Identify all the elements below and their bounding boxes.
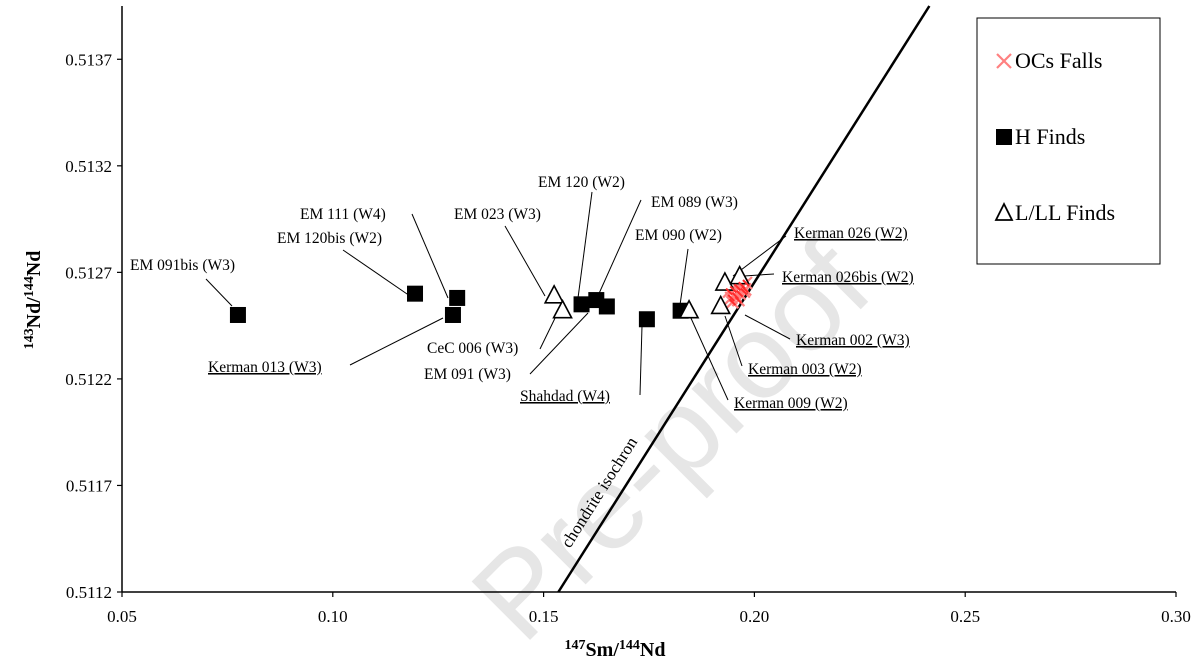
h-finds-point [598,298,615,315]
annotation-leader [342,249,411,297]
annotation-label: EM 091 (W3) [424,366,511,383]
h-finds-point [638,311,655,328]
legend-square-icon [996,129,1012,145]
ll-finds-point [714,271,736,291]
y-tick-label: 0.5127 [65,263,112,282]
h-finds-point [407,285,424,302]
oc-falls-core [727,294,735,302]
oc-falls-core [733,283,742,291]
annotation-leader [744,314,791,340]
oc-falls-core [725,287,733,296]
ll-finds-point [552,299,573,319]
annotation-leader [596,199,642,299]
x-tick-label: 0.25 [950,607,980,626]
ll-finds-point [710,294,732,315]
legend-label: OCs Falls [1015,48,1102,73]
x-tick-label: 0.20 [740,607,770,626]
annotation-label: EM 023 (W3) [454,206,541,223]
annotation-leader [743,273,775,277]
y-tick-label: 0.5122 [65,370,112,389]
annotation-label: Kerman 026 (W2) [794,225,908,242]
annotation-label: EM 120bis (W2) [277,230,382,247]
legend-label: L/LL Finds [1015,200,1115,225]
ll-finds-point [543,284,565,304]
oc-falls-core [729,285,738,294]
annotation-leader [639,325,643,396]
h-finds-point [229,306,246,323]
oc-falls-core [740,287,748,296]
annotation-label: Kerman 009 (W2) [734,395,848,412]
annotation-leader [205,278,233,307]
annotation-label: Kerman 003 (W2) [748,361,862,378]
annotation-leader [689,315,729,401]
oc-falls-core [741,285,749,294]
annotation-leader [411,213,449,299]
annotation-leader [679,248,689,306]
annotation-label: Kerman 002 (W3) [796,332,910,349]
x-tick-label: 0.05 [107,607,137,626]
y-tick-label: 0.5112 [66,583,112,602]
h-finds-point [573,296,590,313]
h-finds-point [449,289,466,306]
x-tick-label: 0.15 [529,607,559,626]
annotation-leader [724,315,743,367]
annotation-leader [529,312,589,375]
legend-x-icon [996,53,1012,69]
y-axis-title: 143Nd/144Nd [22,251,46,350]
annotation-label: EM 120 (W2) [538,174,625,191]
legend-label: H Finds [1015,124,1085,149]
annotation-label: EM 089 (W3) [651,194,738,211]
annotation-leader [577,191,593,299]
oc-falls-core [734,296,743,304]
oc-falls-core [728,298,737,306]
oc-falls-core [735,289,744,298]
annotation-label: EM 090 (W2) [635,227,722,244]
annotation-label: CeC 006 (W3) [427,340,518,357]
y-tick-label: 0.5132 [65,157,112,176]
annotation-leader [349,317,444,366]
ll-finds-point [678,299,700,319]
x-tick-label: 0.10 [318,607,348,626]
oc-falls-core [742,279,750,287]
annotation-label: Kerman 026bis (W2) [782,269,914,286]
h-finds-point [444,306,461,323]
annotation-label: EM 111 (W4) [300,206,386,223]
y-tick-label: 0.5137 [65,50,112,69]
annotation-label: Shahdad (W4) [520,388,610,405]
x-tick-label: 0.30 [1161,607,1191,626]
legend-triangle-icon [994,201,1014,221]
annotation-label: EM 091bis (W3) [130,257,235,274]
x-axis-title: 147Sm/144Nd [565,638,666,662]
annotation-leader [504,225,546,297]
y-tick-label: 0.5117 [66,476,113,495]
annotation-label: Kerman 013 (W3) [208,359,322,376]
